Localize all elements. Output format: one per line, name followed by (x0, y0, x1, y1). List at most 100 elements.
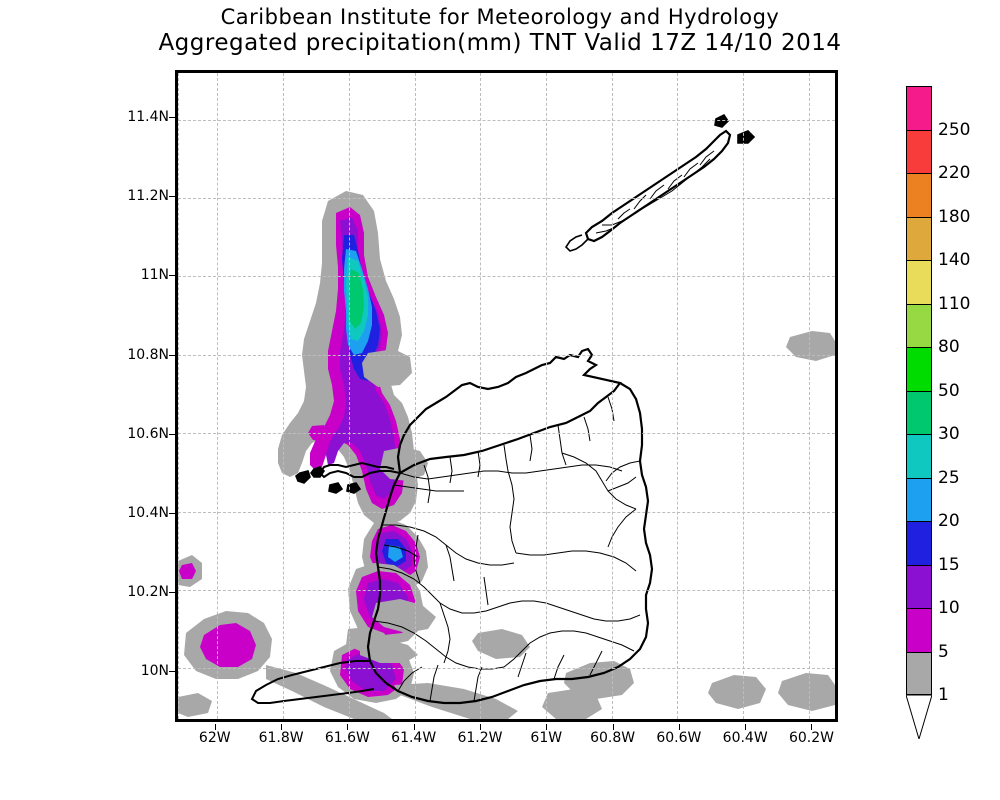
colorbar-tick-label: 80 (938, 337, 960, 357)
gridline-vertical (545, 73, 547, 719)
y-axis-tick-label: 10.2N (127, 583, 169, 600)
y-axis-tick-label: 10N (140, 662, 169, 679)
colorbar-segment (906, 86, 932, 130)
gridline-vertical (677, 73, 679, 719)
precip-streak-sw-gray (266, 665, 392, 719)
x-axis-tick-mark (612, 724, 614, 730)
colorbar-tick-label: 5 (938, 641, 949, 662)
colorbar-segment (906, 129, 932, 173)
gridline-horizontal (178, 276, 835, 278)
x-axis-tick-label: 60.4W (722, 730, 768, 746)
gridline-vertical (743, 73, 745, 719)
x-axis-tick-label: 60.2W (788, 730, 834, 746)
y-axis-tick-label: 11.2N (127, 188, 169, 205)
y-axis-tick-mark (169, 591, 175, 593)
precip-patch-bottomleft-gray (178, 693, 212, 717)
precip-cell-small-magenta-west (308, 425, 328, 441)
precip-patch-south-gray (564, 661, 634, 699)
colorbar-tick-label: 50 (938, 380, 960, 401)
page-title: Aggregated precipitation(mm) TNT Valid 1… (158, 30, 842, 56)
gridline-vertical (611, 73, 613, 719)
map-plot-area[interactable] (175, 70, 838, 722)
tobago-coastline (584, 129, 732, 243)
x-axis-tick-mark (678, 724, 680, 730)
precip-core-nw-green (349, 269, 364, 329)
trinidad-nw-peninsula (318, 461, 401, 479)
x-axis: 62W 61.8W 61.6W 61.4W 61.2W 61W 60.8W 60.6W 60.4… (175, 724, 838, 754)
x-axis-tick-label: 61.6W (324, 730, 370, 746)
x-axis-tick-mark (214, 724, 216, 730)
y-axis-tick-mark (169, 275, 175, 277)
colorbar-segment (906, 303, 932, 347)
colorbar-tick-label: 180 (938, 206, 971, 227)
precip-cell-sw-offshore-magenta (200, 623, 256, 667)
y-axis-tick-label: 11.4N (127, 109, 169, 126)
x-axis-tick-label: 62W (198, 730, 231, 746)
gridline-vertical (414, 73, 416, 719)
y-axis-tick-label: 11N (140, 267, 169, 284)
precip-cell-far-sw-magenta (179, 563, 196, 579)
x-axis-tick-mark (811, 724, 813, 730)
gridline-horizontal (178, 433, 835, 435)
x-axis-tick-label: 61W (530, 730, 563, 746)
gridline-vertical (480, 73, 482, 719)
x-axis-tick-label: 61.2W (457, 730, 503, 746)
precip-patch-south2-gray (542, 689, 602, 719)
colorbar[interactable] (906, 86, 932, 695)
colorbar-tick-label: 30 (938, 424, 960, 444)
x-axis-tick-label: 61.8W (258, 730, 304, 746)
tobago-detail-sw (564, 234, 589, 252)
y-axis-tick-label: 10.8N (127, 346, 169, 363)
gridline-horizontal (178, 354, 835, 356)
precip-band-se-gray (394, 683, 518, 719)
precip-streak-central-gray (372, 599, 436, 633)
precip-patch-secoast-gray (472, 629, 530, 659)
x-axis-tick-mark (546, 724, 548, 730)
gridline-vertical (178, 73, 179, 719)
precip-band-nwcoast-gray (380, 447, 428, 481)
trinidad-islet-4 (346, 482, 362, 494)
colorbar-segment (906, 477, 932, 521)
colorbar-segment (906, 173, 932, 217)
colorbar-tick-label: 110 (938, 293, 971, 314)
y-axis-tick-label: 10.6N (127, 425, 169, 442)
colorbar-tick-label: 220 (938, 163, 971, 183)
gridline-horizontal (178, 511, 835, 513)
x-axis-tick-label: 61.4W (391, 730, 437, 746)
trinidad-body (366, 382, 654, 705)
gridline-horizontal (178, 667, 835, 669)
trinidad-islet-3 (328, 482, 344, 494)
colorbar-tick-label: 20 (938, 511, 960, 531)
gridline-vertical (283, 73, 285, 719)
colorbar-tick-label: 140 (938, 250, 971, 270)
trinidad-admin-boundaries (373, 396, 641, 702)
x-axis-tick-label: 60.6W (656, 730, 702, 746)
colorbar-segment (906, 216, 932, 260)
precip-cell-paria-lightblue (388, 545, 403, 562)
precip-patch-ne-gray (362, 349, 412, 387)
trinidad-sw-peninsula (250, 660, 375, 704)
colorbar-tick-label: 15 (938, 554, 960, 575)
x-axis-tick-mark (281, 724, 283, 730)
trinidad-islet-1 (310, 466, 326, 478)
colorbar-segment (906, 347, 932, 391)
coastline-layer (250, 113, 756, 705)
colorbar-tick-label: 10 (938, 598, 960, 618)
colorbar-tick-label: 1 (938, 685, 949, 705)
colorbar-segment (906, 260, 932, 304)
colorbar-segment (906, 651, 932, 695)
precip-patch-southeast-gray (708, 675, 766, 709)
institute-title: Caribbean Institute for Meteorology and … (220, 5, 780, 29)
gridline-horizontal (178, 198, 835, 200)
y-axis-tick-mark (169, 670, 175, 672)
gridline-horizontal (178, 120, 835, 122)
gridline-vertical (808, 73, 810, 719)
x-axis-tick-mark (745, 724, 747, 730)
gridline-vertical (348, 73, 350, 719)
x-axis-tick-mark (347, 724, 349, 730)
map-canvas (178, 73, 835, 719)
x-axis-tick-mark (413, 724, 415, 730)
colorbar-segment (906, 390, 932, 434)
x-axis-tick-label: 60.8W (590, 730, 636, 746)
